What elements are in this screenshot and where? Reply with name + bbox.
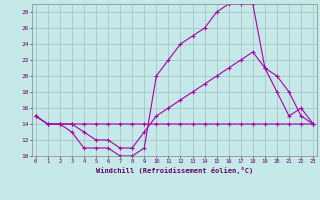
X-axis label: Windchill (Refroidissement éolien,°C): Windchill (Refroidissement éolien,°C) xyxy=(96,167,253,174)
